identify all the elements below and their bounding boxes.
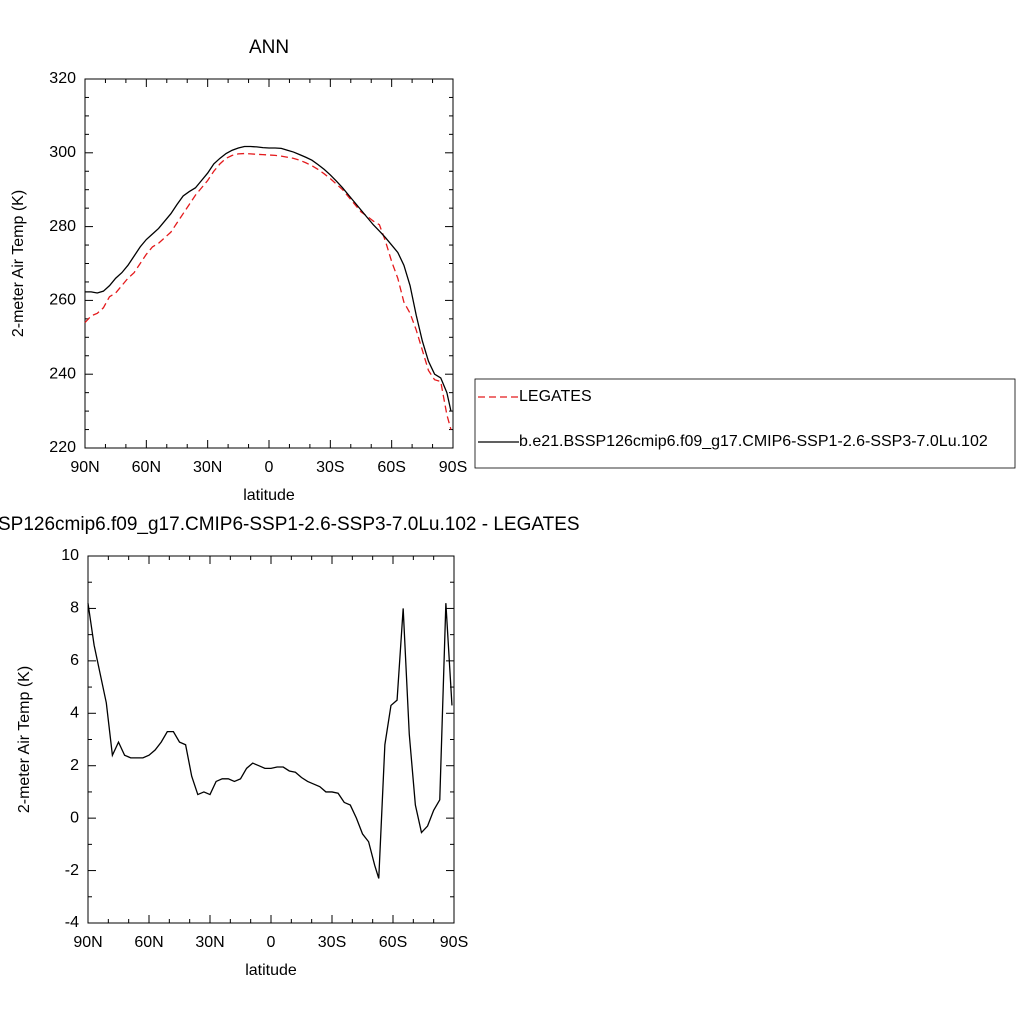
x-tick-label: 60N (134, 934, 163, 951)
y-tick-label: 8 (70, 600, 79, 617)
y-tick-label: 6 (70, 652, 79, 669)
y-tick-label: 320 (49, 70, 76, 87)
y-tick-label: 240 (49, 365, 76, 382)
y-tick-label: 220 (49, 439, 76, 456)
legend-label: b.e21.BSSP126cmip6.f09_g17.CMIP6-SSP1-2.… (519, 433, 988, 450)
legend-box (474, 378, 1016, 469)
x-tick-label: 30S (318, 934, 346, 951)
x-tick-label: 30N (193, 459, 222, 476)
data-line (85, 145, 452, 412)
x-tick-label: 0 (267, 934, 276, 951)
x-tick-label: 60N (132, 459, 161, 476)
y-tick-label: 10 (61, 547, 79, 564)
x-tick-label: 30N (195, 934, 224, 951)
y-tick-label: -2 (65, 862, 79, 879)
x-tick-label: 0 (265, 459, 274, 476)
y-tick-label: 260 (49, 292, 76, 309)
x-axis-label: latitude (245, 962, 297, 979)
x-tick-label: 90S (440, 934, 468, 951)
data-line (87, 603, 453, 879)
x-tick-label: 30S (316, 459, 344, 476)
x-tick-label: 60S (379, 934, 407, 951)
y-tick-label: 0 (70, 809, 79, 826)
x-tick-label: 90S (439, 459, 467, 476)
y-axis-label: 2-meter Air Temp (K) (16, 666, 33, 813)
data-line (84, 152, 452, 430)
y-tick-label: 4 (70, 705, 79, 722)
chart-title: ANN (249, 37, 289, 58)
x-tick-label: 90N (70, 459, 99, 476)
x-axis-label: latitude (243, 487, 295, 504)
y-tick-label: 280 (49, 218, 76, 235)
plot-frame (87, 555, 455, 924)
y-axis-label: 2-meter Air Temp (K) (10, 190, 27, 337)
y-tick-label: 2 (70, 757, 79, 774)
x-tick-label: 90N (73, 934, 102, 951)
legend-label: LEGATES (519, 388, 592, 405)
y-tick-label: 300 (49, 144, 76, 161)
chart-title: SP126cmip6.f09_g17.CMIP6-SSP1-2.6-SSP3-7… (0, 514, 580, 535)
y-tick-label: -4 (65, 914, 79, 931)
x-tick-label: 60S (377, 459, 405, 476)
